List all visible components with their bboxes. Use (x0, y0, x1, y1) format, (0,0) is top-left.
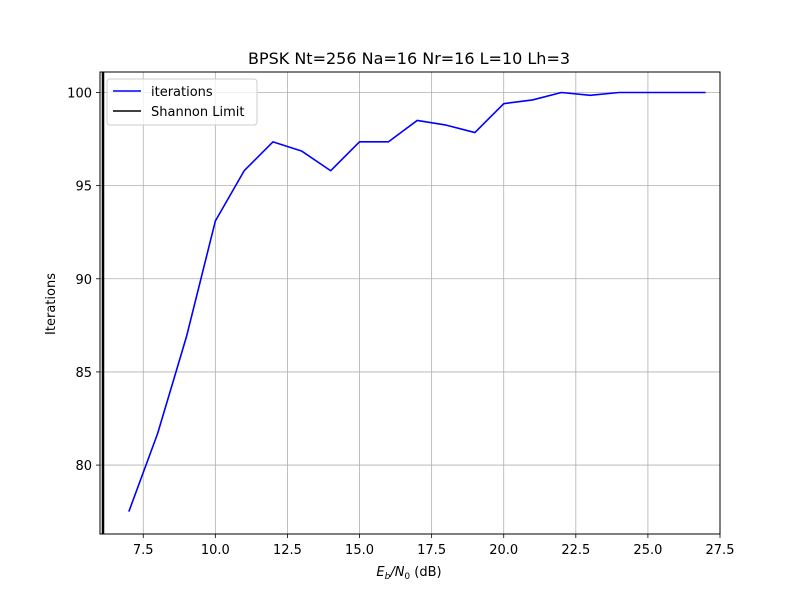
legend: iterations Shannon Limit (106, 78, 258, 126)
plot-frame (99, 71, 721, 535)
x-label-unit: (dB) (410, 565, 441, 580)
y-tick-label: 80 (75, 459, 92, 474)
x-tick-label: 7.5 (133, 543, 154, 558)
x-label-main: E (376, 565, 385, 580)
y-tick-label: 100 (67, 86, 92, 101)
chart-title: BPSK Nt=256 Na=16 Nr=16 L=10 Lh=3 (248, 49, 570, 68)
x-axis-label: Eb/N0 (dB) (376, 565, 441, 582)
x-tick-label: 22.5 (561, 543, 590, 558)
x-axis: 7.5 10.0 12.5 15.0 17.5 20.0 22.5 25.0 27.5 (133, 534, 735, 558)
legend-box (106, 78, 258, 126)
x-tick-label: 12.5 (273, 543, 302, 558)
x-tick-label: 10.0 (201, 543, 230, 558)
legend-label-iterations: iterations (151, 85, 213, 100)
x-tick-label: 27.5 (706, 543, 735, 558)
series-layer (101, 72, 706, 534)
y-tick-label: 95 (75, 180, 92, 195)
y-tick-label: 90 (75, 273, 92, 288)
series-line-iterations (128, 91, 706, 512)
grid-lines (100, 72, 721, 534)
legend-label-shannon-limit: Shannon Limit (151, 105, 245, 120)
y-tick-label: 85 (75, 366, 92, 381)
y-axis-label: Iterations (44, 273, 59, 335)
x-label-sub: b (385, 572, 391, 582)
y-axis: 80 85 90 95 100 (67, 86, 100, 474)
x-tick-label: 20.0 (489, 543, 518, 558)
x-tick-label: 15.0 (345, 543, 374, 558)
x-label-slash: /N (389, 565, 404, 580)
x-tick-label: 25.0 (633, 543, 662, 558)
x-label-sub2: 0 (404, 572, 410, 582)
x-tick-label: 17.5 (417, 543, 446, 558)
